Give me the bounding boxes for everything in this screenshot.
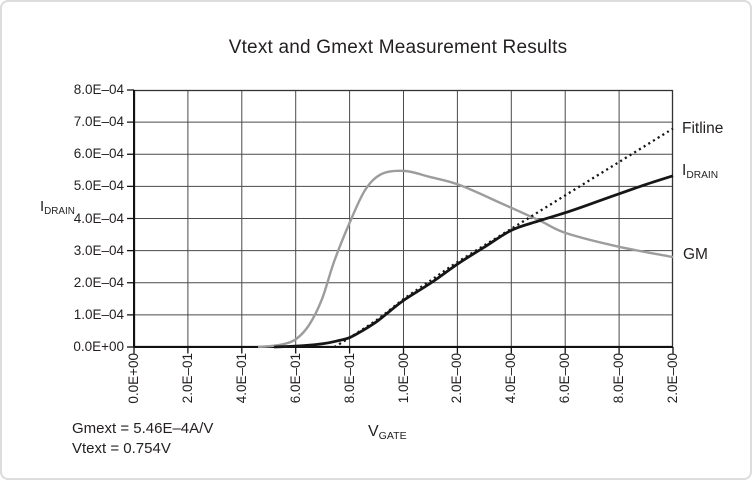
series-label-idrain-main: I <box>682 162 687 179</box>
y-tick-label: 3.0E–04 <box>73 242 124 258</box>
y-axis-title-main: I <box>40 198 45 215</box>
x-tick-label: 2.0E–00 <box>665 353 680 404</box>
y-axis-title: IDRAIN <box>40 198 75 217</box>
series-label-gm: GM <box>683 246 708 263</box>
y-tick-label: 5.0E–04 <box>73 178 124 194</box>
y-tick-label: 0.0E+00 <box>73 339 124 354</box>
series-curve-gm <box>257 169 674 349</box>
y-tick-label: 1.0E–04 <box>73 306 124 322</box>
annotation-vtext: Vtext = 0.754V <box>72 440 171 457</box>
series-label-fitline: Fitline <box>682 120 724 137</box>
y-tick-label: 7.0E–04 <box>73 114 124 130</box>
y-tick-label: 2.0E–04 <box>73 274 124 290</box>
x-tick-label: 2.0E–00 <box>449 353 465 404</box>
x-tick-label: 8.0E–00 <box>611 353 627 404</box>
x-axis-title: VGATE <box>368 423 407 442</box>
series-label-idrain: IDRAIN <box>682 162 718 181</box>
x-tick-label: 6.0E–01 <box>287 353 303 404</box>
annotation-gmext: Gmext = 5.46E–4A/V <box>72 420 214 437</box>
series-curve-fitline <box>333 127 674 348</box>
x-tick-label: 8.0E–01 <box>341 353 357 404</box>
x-tick-label: 4.0E–00 <box>503 353 519 404</box>
x-tick-label: 0.0E+00 <box>126 353 141 404</box>
x-tick-label: 1.0E–00 <box>395 353 411 404</box>
y-tick-label: 8.0E–04 <box>73 82 124 97</box>
plot-area <box>127 89 674 354</box>
series-label-idrain-sub: DRAIN <box>686 169 719 181</box>
x-tick-label: 2.0E–01 <box>179 353 195 404</box>
series-curve-idrain <box>274 174 674 349</box>
x-axis-title-main: V <box>368 423 379 440</box>
y-tick-label: 4.0E–04 <box>73 210 124 226</box>
x-tick-label: 6.0E–00 <box>557 353 573 404</box>
x-axis-title-sub: GATE <box>378 429 407 442</box>
x-tick-label: 4.0E–01 <box>233 353 249 404</box>
y-tick-label: 6.0E–04 <box>73 146 124 162</box>
chart-title: Vtext and Gmext Measurement Results <box>228 37 568 58</box>
y-axis-title-sub: DRAIN <box>44 205 75 217</box>
